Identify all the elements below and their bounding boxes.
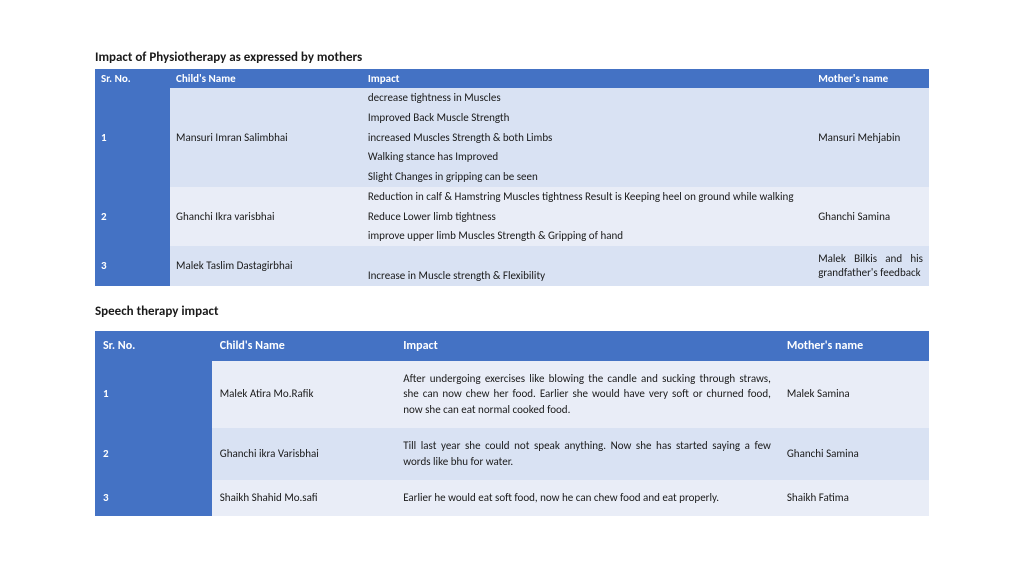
col-mother: Mother's name	[812, 69, 929, 88]
sr-cell: 2	[95, 428, 212, 480]
impact-cell: increased Muscles Strength & both Limbs	[362, 128, 812, 148]
impact-cell: Increase in Muscle strength & Flexibilit…	[362, 266, 812, 286]
sr-cell: 1	[95, 88, 170, 187]
mother-name-cell: Shaikh Fatima	[779, 480, 929, 516]
sr-cell: 1	[95, 361, 212, 429]
sr-cell: 3	[95, 480, 212, 516]
col-mother: Mother's name	[779, 331, 929, 361]
impact-cell: Slight Changes in gripping can be seen	[362, 167, 812, 187]
impact-cell: Improved Back Muscle Strength	[362, 108, 812, 128]
section2-title: Speech therapy impact	[95, 304, 929, 319]
table-row: 3Malek Taslim Dastagirbhai Malek Bilkis …	[95, 246, 929, 266]
child-name-cell: Ghanchi Ikra varisbhai	[170, 187, 362, 246]
mother-name-cell: Ghanchi Samina	[779, 428, 929, 480]
child-name-cell: Shaikh Shahid Mo.safi	[212, 480, 395, 516]
impact-cell: Reduction in calf & Hamstring Muscles ti…	[362, 187, 812, 207]
mother-name-cell: Malek Bilkis and his grandfather's feedb…	[812, 246, 929, 286]
section1-title: Impact of Physiotherapy as expressed by …	[95, 50, 929, 65]
impact-cell: Earlier he would eat soft food, now he c…	[395, 480, 779, 516]
col-child: Child's Name	[170, 69, 362, 88]
impact-cell: Till last year she could not speak anyth…	[395, 428, 779, 480]
impact-cell: After undergoing exercises like blowing …	[395, 361, 779, 429]
child-name-cell: Malek Atira Mo.Rafik	[212, 361, 395, 429]
table-header-row: Sr. No. Child's Name Impact Mother's nam…	[95, 331, 929, 361]
col-sr: Sr. No.	[95, 69, 170, 88]
sr-cell: 2	[95, 187, 170, 246]
col-impact: Impact	[395, 331, 779, 361]
mother-name-cell: Mansuri Mehjabin	[812, 88, 929, 187]
speech-therapy-table: Sr. No. Child's Name Impact Mother's nam…	[95, 331, 929, 517]
child-name-cell: Ghanchi ikra Varisbhai	[212, 428, 395, 480]
col-sr: Sr. No.	[95, 331, 212, 361]
table-header-row: Sr. No. Child's Name Impact Mother's nam…	[95, 69, 929, 88]
table-row: 1Malek Atira Mo.RafikAfter undergoing ex…	[95, 361, 929, 429]
impact-cell: improve upper limb Muscles Strength & Gr…	[362, 226, 812, 246]
col-impact: Impact	[362, 69, 812, 88]
impact-cell: decrease tightness in Muscles	[362, 88, 812, 108]
table-row: 1Mansuri Imran Salimbhaidecrease tightne…	[95, 88, 929, 108]
physiotherapy-table: Sr. No. Child's Name Impact Mother's nam…	[95, 69, 929, 286]
child-name-cell: Mansuri Imran Salimbhai	[170, 88, 362, 187]
table-row: 3Shaikh Shahid Mo.safiEarlier he would e…	[95, 480, 929, 516]
mother-name-cell: Malek Samina	[779, 361, 929, 429]
table-row: 2Ghanchi ikra VarisbhaiTill last year sh…	[95, 428, 929, 480]
mother-name-cell: Ghanchi Samina	[812, 187, 929, 246]
table-row: 2Ghanchi Ikra varisbhaiReduction in calf…	[95, 187, 929, 207]
impact-cell	[362, 246, 812, 266]
child-name-cell: Malek Taslim Dastagirbhai	[170, 246, 362, 286]
impact-cell: Reduce Lower limb tightness	[362, 207, 812, 227]
col-child: Child's Name	[212, 331, 395, 361]
sr-cell: 3	[95, 246, 170, 286]
impact-cell: Walking stance has Improved	[362, 147, 812, 167]
